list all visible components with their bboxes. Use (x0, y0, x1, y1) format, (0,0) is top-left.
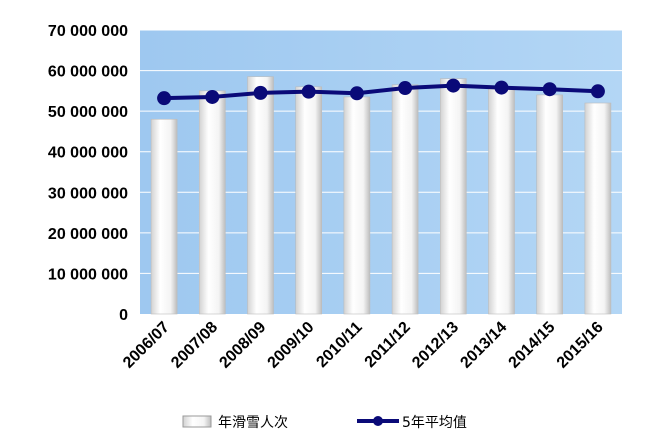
y-tick-label: 70 000 000 (48, 23, 128, 40)
line-point (398, 81, 413, 96)
y-tick-label: 60 000 000 (48, 64, 128, 81)
x-tick-label: 2010/11 (313, 319, 365, 371)
bar (199, 90, 226, 315)
y-tick-label: 50 000 000 (48, 104, 128, 121)
line-point (446, 78, 461, 93)
x-tick-label: 2014/15 (506, 319, 559, 372)
x-tick-label: 2007/08 (168, 319, 221, 372)
line-point (157, 91, 172, 106)
bar (391, 84, 419, 315)
x-tick-label: 2015/16 (554, 319, 607, 372)
legend-line-label: 5年平均值 (402, 415, 467, 431)
legend-bar-swatch (182, 415, 212, 428)
y-tick-label: 10 000 000 (48, 266, 128, 283)
legend-line-marker (373, 416, 383, 426)
bar (343, 96, 371, 315)
bar (584, 102, 612, 315)
line-point (542, 82, 557, 97)
legend: 年滑雪人次 5年平均值 (182, 414, 467, 431)
y-tick-label: 20 000 000 (48, 226, 128, 243)
x-axis-ticks: 2006/072007/082008/092009/102010/112011/… (120, 319, 607, 372)
x-tick-label: 2009/10 (265, 319, 318, 372)
bar (488, 86, 515, 315)
line-point (349, 86, 364, 101)
bar (295, 86, 323, 315)
line-point (301, 84, 316, 99)
bar (439, 78, 467, 315)
x-tick-label: 2011/12 (362, 319, 414, 371)
bar-series (150, 76, 612, 315)
line-series (157, 78, 605, 106)
x-tick-label: 2012/13 (409, 319, 462, 372)
line-point (205, 89, 220, 104)
y-tick-label: 0 (119, 307, 128, 324)
y-tick-label: 30 000 000 (48, 185, 128, 202)
legend-bar-label: 年滑雪人次 (218, 414, 288, 431)
x-tick-label: 2006/07 (120, 319, 173, 372)
line-point (494, 80, 509, 95)
y-tick-label: 40 000 000 (48, 145, 128, 162)
bar (536, 94, 564, 315)
y-axis-ticks: 0 10 000 000 20 000 000 30 000 000 40 000 00… (48, 23, 128, 324)
bar (150, 118, 178, 315)
line-point (253, 85, 268, 100)
line-path (164, 83, 598, 101)
bar (247, 76, 274, 315)
x-tick-label: 2008/09 (216, 319, 269, 372)
line-point (590, 84, 605, 99)
x-tick-label: 2013/14 (457, 319, 510, 372)
